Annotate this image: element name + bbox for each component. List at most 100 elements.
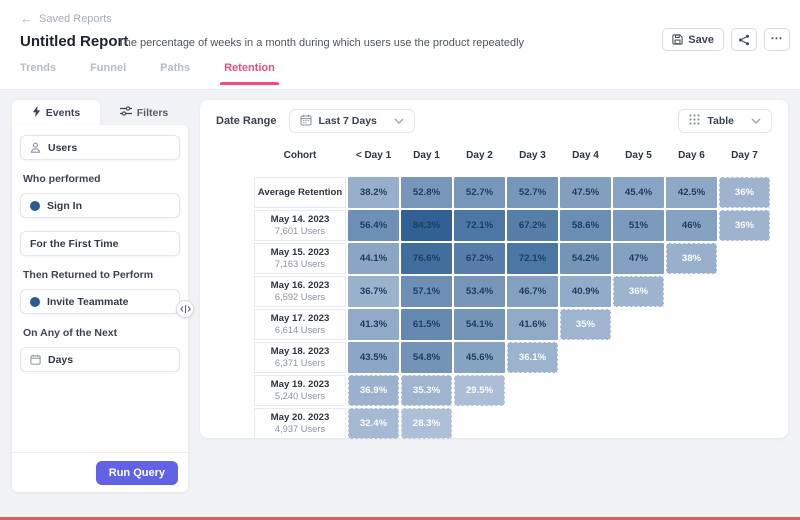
retention-cell[interactable]: 54.8%: [401, 342, 452, 373]
retention-cell[interactable]: 41.6%: [507, 309, 558, 340]
retention-cell[interactable]: 61.5%: [401, 309, 452, 340]
date-range-dropdown[interactable]: Last 7 Days: [288, 109, 415, 133]
retention-cell[interactable]: 46%: [666, 210, 717, 241]
field-users[interactable]: Users: [20, 135, 180, 160]
retention-cell[interactable]: 29.5%: [454, 375, 505, 406]
retention-cell[interactable]: 42.5%: [666, 177, 717, 208]
back-link-label: Saved Reports: [39, 12, 112, 25]
retention-cell[interactable]: 38.2%: [348, 177, 399, 208]
retention-cell[interactable]: 52.7%: [454, 177, 505, 208]
cohort-label-may-15-2023: May 15. 2023 7,163 Users: [254, 243, 346, 274]
report-canvas: Date Range Last 7 Days Table Cohort < Day…: [200, 100, 788, 439]
retention-cell[interactable]: 52.8%: [401, 177, 452, 208]
retention-cell[interactable]: 45.6%: [454, 342, 505, 373]
retention-cell[interactable]: 54.1%: [454, 309, 505, 340]
chart-toolbar: Date Range Last 7 Days Table: [216, 108, 772, 134]
retention-cell[interactable]: 46.7%: [507, 276, 558, 307]
more-options-button[interactable]: ⋯: [764, 28, 790, 51]
retention-cell[interactable]: 57.1%: [401, 276, 452, 307]
field-label: Users: [48, 141, 78, 154]
view-type-dropdown[interactable]: Table: [678, 109, 772, 133]
sliders-icon: [119, 106, 132, 119]
retention-cell[interactable]: 54.2%: [560, 243, 611, 274]
sidebar-footer: Run Query: [12, 452, 188, 492]
view-type-value: Table: [707, 115, 734, 127]
retention-cell[interactable]: 47%: [613, 243, 664, 274]
field-label: Days: [48, 353, 74, 366]
retention-cell[interactable]: 56.4%: [348, 210, 399, 241]
chevron-down-icon: [394, 115, 404, 127]
cohort-user-count: 7,163 Users: [274, 258, 326, 269]
sidebar-tab-events[interactable]: Events: [12, 100, 100, 125]
retention-cell[interactable]: 43.5%: [348, 342, 399, 373]
retention-cell[interactable]: 84.3%: [401, 210, 452, 241]
retention-cell[interactable]: 36%: [719, 210, 770, 241]
field-invite-teammate[interactable]: Invite Teammate: [20, 289, 180, 314]
tab-trends[interactable]: Trends: [20, 62, 57, 74]
cohort-label-may-17-2023: May 17. 2023 6,614 Users: [254, 309, 346, 340]
empty-cell: [719, 243, 770, 274]
cohort-label-may-19-2023: May 19. 2023 5,240 Users: [254, 375, 346, 406]
retention-cell[interactable]: 35%: [560, 309, 611, 340]
retention-cell[interactable]: 45.4%: [613, 177, 664, 208]
cohort-name: May 14. 2023: [270, 213, 330, 225]
retention-cell[interactable]: 28.3%: [401, 408, 452, 439]
field-for-the-first-time[interactable]: For the First Time: [20, 231, 180, 256]
retention-cell[interactable]: 72.1%: [507, 243, 558, 274]
lightning-icon: [32, 105, 41, 120]
retention-cell[interactable]: 72.1%: [454, 210, 505, 241]
report-description: The percentage of weeks in a month durin…: [118, 37, 525, 49]
date-range-label: Date Range: [216, 115, 277, 127]
chevron-down-icon: [751, 115, 761, 127]
empty-cell: [719, 342, 770, 373]
retention-cell[interactable]: 53.4%: [454, 276, 505, 307]
cohort-name: May 20. 2023: [270, 411, 330, 423]
retention-cell[interactable]: 41.3%: [348, 309, 399, 340]
cohort-name: May 15. 2023: [270, 246, 330, 258]
column-header-day-1: Day 1: [413, 149, 440, 161]
calendar-icon: [299, 114, 312, 129]
sidebar-resize-handle[interactable]: [176, 300, 194, 318]
column-header-day-3: Day 3: [519, 149, 546, 161]
section-label-then-returned-to-perform: Then Returned to Perform: [23, 269, 154, 281]
resize-arrows-icon: [179, 305, 191, 313]
sidebar-tab-filters[interactable]: Filters: [100, 100, 188, 125]
tab-retention[interactable]: Retention: [220, 62, 279, 85]
retention-table: Cohort < Day 1 Day 1 Day 2 Day 3 Day 4 Day 5 Da…: [254, 144, 770, 439]
retention-cell[interactable]: 44.1%: [348, 243, 399, 274]
back-link[interactable]: ← Saved Reports: [20, 12, 112, 25]
retention-cell[interactable]: 32.4%: [348, 408, 399, 439]
retention-cell[interactable]: 76.6%: [401, 243, 452, 274]
retention-cell[interactable]: 36.7%: [348, 276, 399, 307]
retention-cell[interactable]: 52.7%: [507, 177, 558, 208]
tab-paths[interactable]: Paths: [160, 62, 191, 74]
field-days[interactable]: Days: [20, 347, 180, 372]
empty-cell: [719, 309, 770, 340]
share-button[interactable]: [731, 28, 757, 51]
run-query-button[interactable]: Run Query: [95, 460, 178, 485]
column-header-day-5: Day 5: [625, 149, 652, 161]
retention-cell[interactable]: 36.9%: [348, 375, 399, 406]
retention-cell[interactable]: 67.2%: [507, 210, 558, 241]
retention-cell[interactable]: 67.2%: [454, 243, 505, 274]
retention-cell[interactable]: 36%: [613, 276, 664, 307]
page-title: Untitled Report: [20, 33, 129, 50]
tab-funnel[interactable]: Funnel: [90, 62, 127, 74]
retention-cell[interactable]: 40.9%: [560, 276, 611, 307]
cohort-user-count: 6,371 Users: [274, 357, 326, 368]
retention-cell[interactable]: 58.6%: [560, 210, 611, 241]
retention-cell[interactable]: 35.3%: [401, 375, 452, 406]
retention-cell[interactable]: 47.5%: [560, 177, 611, 208]
retention-cell[interactable]: 36.1%: [507, 342, 558, 373]
column-header-day-7: Day 7: [731, 149, 758, 161]
empty-cell: [560, 408, 611, 439]
retention-cell[interactable]: 36%: [719, 177, 770, 208]
column-header-day-4: Day 4: [572, 149, 599, 161]
empty-cell: [719, 276, 770, 307]
cohort-user-count: 7,601 Users: [274, 225, 326, 236]
retention-cell[interactable]: 38%: [666, 243, 717, 274]
sidebar-tab-label: Events: [45, 106, 81, 119]
retention-cell[interactable]: 51%: [613, 210, 664, 241]
save-button[interactable]: Save: [662, 28, 724, 51]
field-sign-in[interactable]: Sign In: [20, 193, 180, 218]
